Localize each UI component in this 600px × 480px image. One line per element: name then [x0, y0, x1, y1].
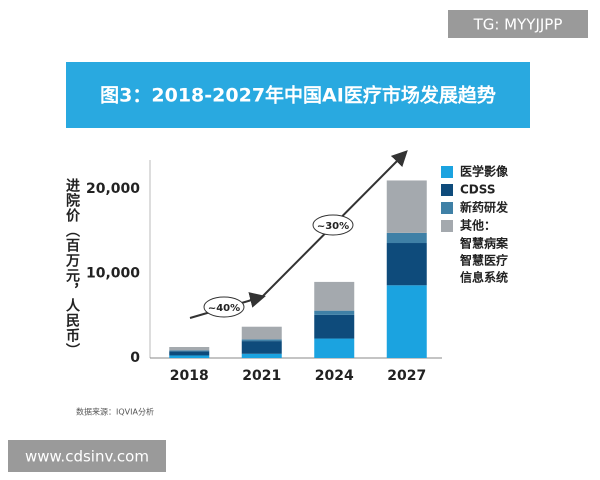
- source-note: 数据来源：IQVIA分析: [76, 407, 154, 417]
- bar-segment: [241, 341, 282, 354]
- annotation: ~30%: [317, 221, 349, 232]
- y-axis-label: 进院价（百万元，人民币）: [64, 178, 81, 358]
- bar-segment: [314, 314, 355, 339]
- legend-label: 医学影像: [460, 164, 509, 179]
- legend-label: CDSS: [460, 183, 496, 197]
- bar-segment: [386, 285, 427, 358]
- legend-swatch: [441, 184, 453, 196]
- bar-segment: [169, 355, 210, 358]
- growth-arrow: [248, 292, 266, 308]
- x-tick-label: 2027: [387, 368, 426, 384]
- bar-segment: [314, 338, 355, 358]
- bar-segment: [169, 347, 210, 351]
- x-tick-label: 2021: [242, 368, 281, 384]
- legend-label: 智慧病案: [459, 236, 509, 251]
- title-banner: [66, 62, 530, 128]
- x-tick-label: 2024: [315, 368, 354, 384]
- bar-segment: [241, 339, 282, 342]
- legend-swatch: [441, 202, 453, 214]
- legend-swatch: [441, 166, 453, 178]
- annotation-bubble: [312, 214, 354, 236]
- annotation-bubble: [203, 296, 245, 318]
- legend-label: 信息系统: [460, 270, 508, 285]
- bar-segment: [169, 351, 210, 356]
- legend-label: 新药研发: [460, 200, 509, 215]
- legend-label: 智慧医疗: [459, 253, 508, 268]
- bar-segment: [386, 243, 427, 286]
- bar-segment: [169, 350, 210, 352]
- bar-segment: [386, 232, 427, 244]
- bar-segment: [314, 310, 355, 315]
- watermark-box: [448, 10, 588, 38]
- bar-segment: [386, 180, 427, 233]
- y-tick-label: 10,000: [86, 265, 140, 281]
- legend-label: 其他：: [460, 218, 496, 233]
- annotation: ~40%: [208, 303, 240, 314]
- bar-segment: [241, 326, 282, 340]
- legend-swatch: [441, 220, 453, 232]
- watermark-box: [8, 440, 166, 472]
- watermark: www.cdsinv.com: [25, 448, 149, 466]
- bar-segment: [241, 353, 282, 358]
- y-tick-label: 0: [130, 350, 140, 366]
- bar-segment: [314, 281, 355, 311]
- chart-title: 图3：2018-2027年中国AI医疗市场发展趋势: [100, 84, 496, 107]
- watermark: TG: MYYJJPP: [473, 16, 563, 34]
- y-tick-label: 20,000: [86, 181, 140, 197]
- x-tick-label: 2018: [170, 368, 209, 384]
